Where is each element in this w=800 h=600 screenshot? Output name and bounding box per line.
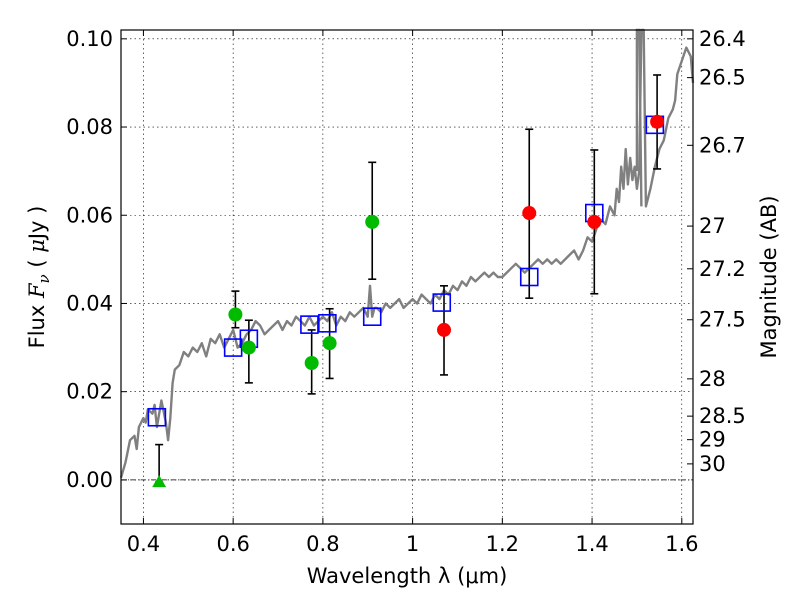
- circle-marker: [522, 206, 537, 221]
- x-tick-label: 0.8: [306, 532, 339, 556]
- square-marker: [362, 307, 382, 326]
- square-marker: [519, 267, 539, 287]
- square-marker: [300, 315, 319, 334]
- circle-marker: [437, 322, 452, 337]
- y-axis-label-symbol: F: [25, 282, 49, 299]
- y2-tick-label: 26.7: [699, 133, 746, 157]
- y2-tick-label: 30: [699, 452, 726, 476]
- x-tick-label: 1.2: [486, 532, 519, 556]
- y-axis-label-mu: μ: [25, 239, 49, 253]
- y-tick-label: 0.04: [66, 291, 113, 315]
- y-axis-label-mid: (: [25, 253, 49, 275]
- y-tick-label: 0.10: [66, 27, 113, 51]
- y2-tick-label: 27.2: [699, 257, 746, 281]
- y2-axis-label: Magnitude (AB): [757, 195, 781, 358]
- y-axis-label: Flux Fν ( μJy ): [25, 206, 53, 349]
- y2-tick-label: 28: [699, 367, 726, 391]
- y2-tick-label: 26.5: [699, 66, 746, 90]
- y-axis-label-post: Jy ): [25, 206, 49, 242]
- grid-lines: [121, 30, 693, 524]
- y2-tick-label: 28.5: [699, 404, 746, 428]
- model-sed-line: [119, 28, 695, 479]
- y2-tick-label: 26.4: [699, 27, 746, 51]
- y-axis-label-pre: Flux: [25, 298, 49, 348]
- model-sed-curve: [119, 28, 695, 479]
- circle-marker: [365, 214, 380, 229]
- x-tick-label: 1: [406, 532, 419, 556]
- circle-marker: [322, 336, 337, 351]
- y-tick-label: 0.00: [66, 468, 113, 492]
- error-bars: [155, 74, 662, 483]
- triangle-marker: [152, 475, 167, 488]
- circle-marker: [228, 307, 243, 322]
- y-axis-label-subscript: ν: [35, 274, 53, 283]
- y-tick-label: 0.02: [66, 380, 113, 404]
- x-tick-label: 1.6: [665, 532, 698, 556]
- y-tick-label: 0.06: [66, 203, 113, 227]
- plot-frame: [120, 29, 694, 525]
- y2-tick-label: 27.5: [699, 308, 746, 332]
- square-marker: [432, 293, 452, 312]
- y2-tick-label: 27: [699, 214, 726, 238]
- circle-marker: [650, 114, 665, 129]
- x-tick-label: 0.4: [127, 532, 160, 556]
- square-marker: [147, 407, 167, 427]
- square-marker: [318, 314, 337, 333]
- x-tick-label: 1.4: [575, 532, 608, 556]
- x-axis-label: Wavelength λ (μm): [307, 564, 508, 588]
- circle-marker: [241, 340, 256, 355]
- y-tick-label: 0.08: [66, 115, 113, 139]
- y2-tick-label: 29: [699, 428, 726, 452]
- data-markers: [147, 114, 665, 488]
- axis-ticks: 0.4 0.6 0.8 1 1.2 1.4 1.6 0.00 0.02 0.04 0.06 0.08 0…: [66, 27, 746, 556]
- circle-marker: [304, 356, 319, 371]
- x-tick-label: 0.6: [216, 532, 249, 556]
- circle-marker: [587, 214, 602, 229]
